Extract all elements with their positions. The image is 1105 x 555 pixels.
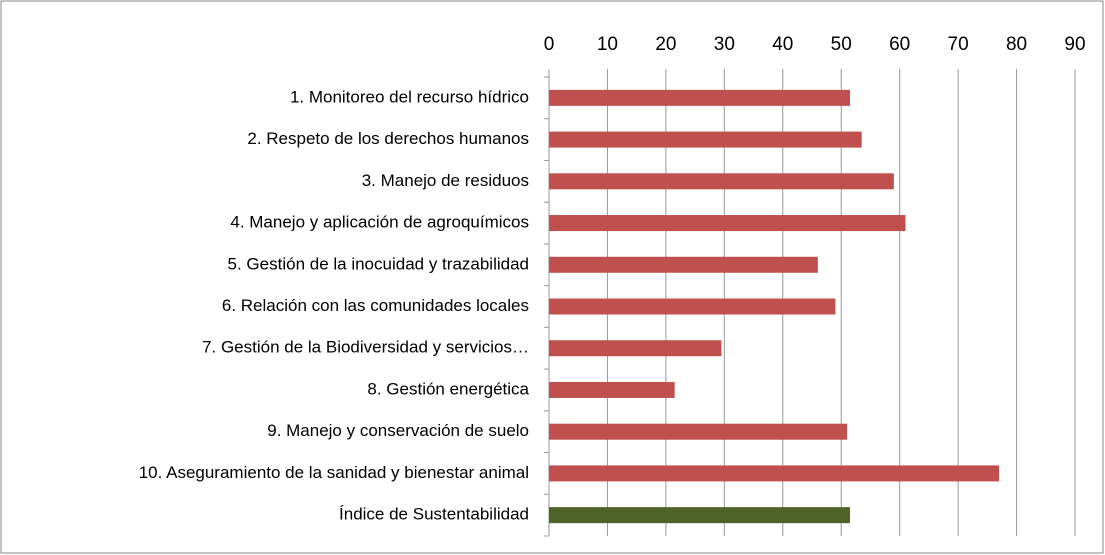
y-tick-label: 3. Manejo de residuos <box>362 171 529 190</box>
bar <box>549 423 848 440</box>
y-tick-label: 8. Gestión energética <box>367 379 529 398</box>
x-tick-label: 0 <box>544 34 555 55</box>
bar <box>549 131 862 148</box>
x-tick-label: 30 <box>714 34 735 55</box>
y-tick-label: Índice de Sustentabilidad <box>339 505 529 524</box>
y-tick-label: 7. Gestión de la Biodiversidad y servici… <box>202 338 529 357</box>
bar <box>549 381 675 398</box>
y-tick-label: 9. Manejo y conservación de suelo <box>267 421 529 440</box>
bar <box>549 298 836 315</box>
y-tick-label: 5. Gestión de la inocuidad y trazabilida… <box>228 254 529 273</box>
y-tick-label: 1. Monitoreo del recurso hídrico <box>290 87 529 106</box>
x-tick-label: 50 <box>831 34 852 55</box>
bar <box>549 215 906 232</box>
bar <box>549 173 894 190</box>
x-tick-label: 60 <box>889 34 910 55</box>
y-tick-label: 2. Respeto de los derechos humanos <box>247 129 529 148</box>
x-tick-label: 80 <box>1006 34 1027 55</box>
x-tick-label: 70 <box>948 34 969 55</box>
bar <box>549 256 818 273</box>
y-tick-label: 4. Manejo y aplicación de agroquímicos <box>230 213 529 232</box>
bar <box>549 465 1000 482</box>
y-tick-label: 10. Aseguramiento de la sanidad y bienes… <box>139 463 529 482</box>
x-tick-label: 90 <box>1064 34 1085 55</box>
x-tick-label: 10 <box>597 34 618 55</box>
bar <box>549 507 850 524</box>
y-tick-label: 6. Relación con las comunidades locales <box>222 296 529 315</box>
bar <box>549 89 850 106</box>
x-tick-label: 20 <box>655 34 676 55</box>
bar <box>549 340 722 357</box>
x-tick-label: 40 <box>772 34 793 55</box>
